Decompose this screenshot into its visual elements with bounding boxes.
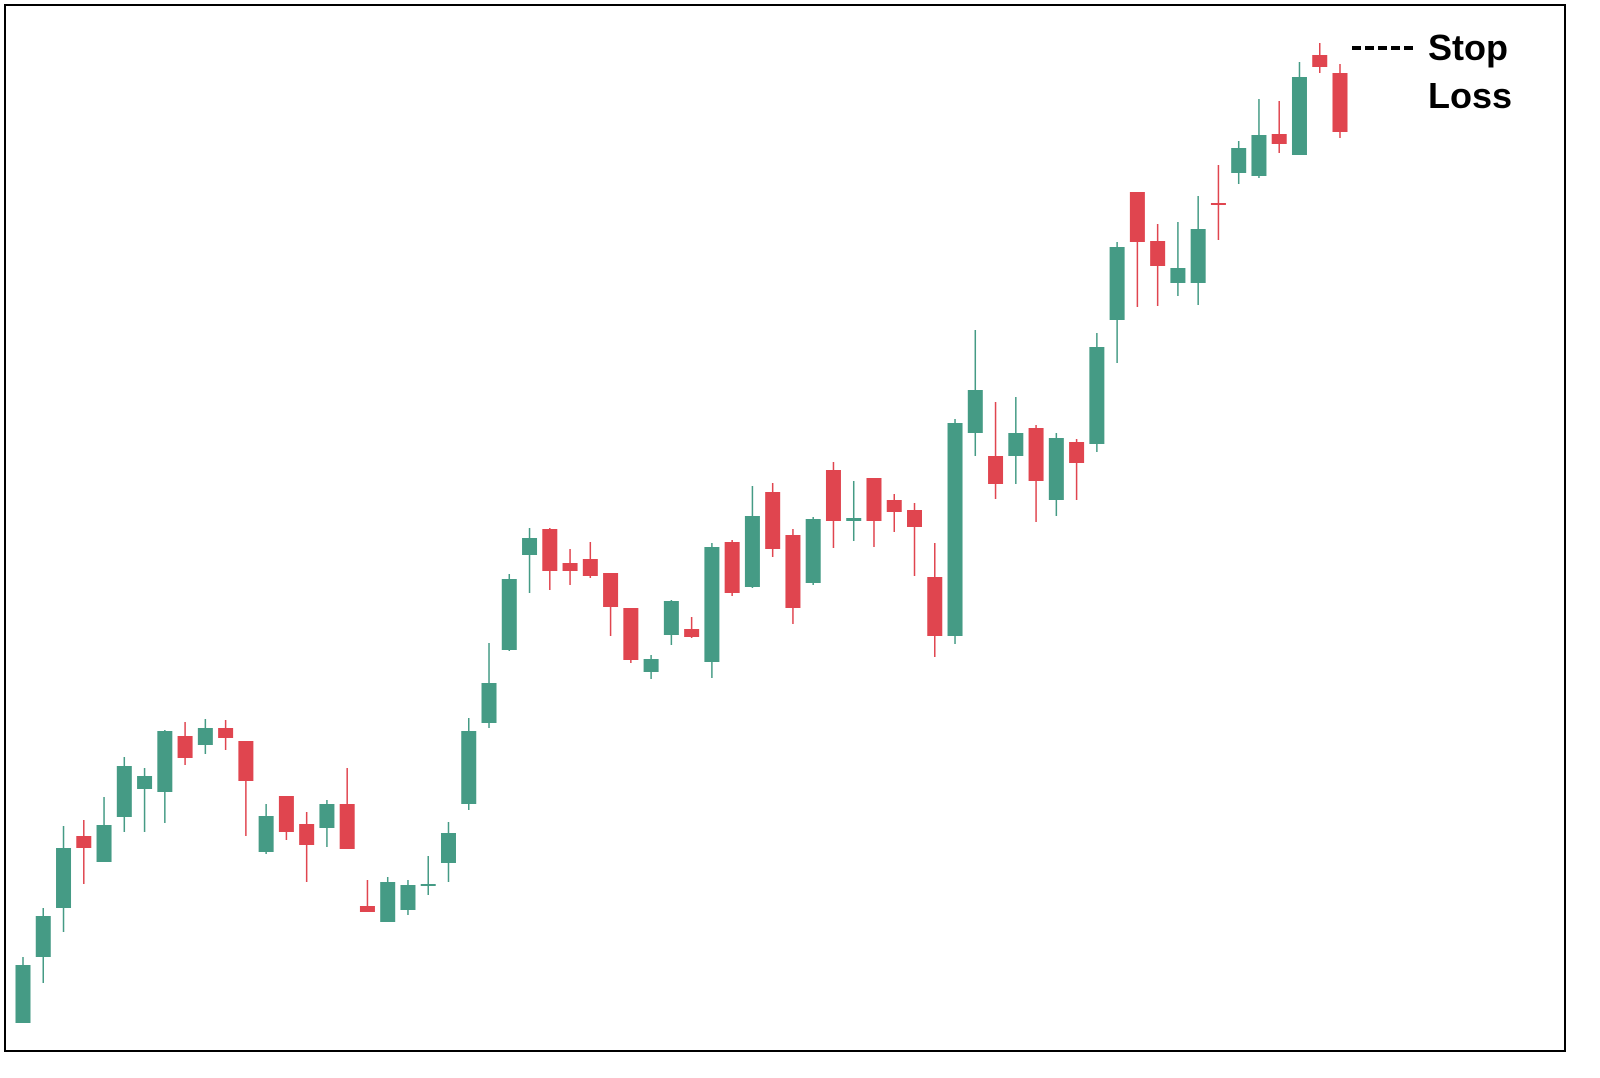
candle-body (96, 825, 112, 862)
candle-body (1028, 428, 1044, 481)
candle-body (603, 573, 619, 607)
candle-body (177, 736, 193, 758)
candle-body (1312, 55, 1328, 67)
candle-body (1129, 192, 1145, 242)
candle-body (643, 659, 659, 672)
candle-body (1089, 347, 1105, 444)
candle-body (319, 804, 335, 828)
candle-body (35, 916, 51, 957)
candle-body (116, 766, 132, 817)
candle-body (359, 906, 375, 912)
candle-body (1069, 442, 1085, 463)
candle-body (663, 601, 679, 635)
candle-body (1150, 241, 1166, 266)
candle-body (481, 683, 497, 723)
candle-body (907, 510, 923, 527)
candle-body (440, 833, 456, 863)
candle-body (461, 731, 477, 804)
candle-body (684, 629, 700, 637)
candle-body (1210, 203, 1226, 205)
candle-body (1231, 148, 1247, 173)
candle-body (501, 579, 517, 650)
candle-body (805, 519, 821, 583)
candle-body (339, 804, 355, 849)
candle-body (1251, 135, 1267, 176)
candle-body (380, 882, 396, 922)
candle-body (76, 836, 92, 848)
candle-body (866, 478, 882, 521)
candle-body (1291, 77, 1307, 155)
candle-body (744, 516, 760, 587)
candle-body (1190, 229, 1206, 283)
candle-body (886, 500, 902, 512)
candle-body (1109, 247, 1125, 320)
candle-body (562, 563, 578, 571)
candle-body (542, 529, 558, 571)
candle-body (623, 608, 639, 660)
candle-body (197, 728, 213, 745)
candle-body (15, 965, 31, 1023)
candle-body (278, 796, 294, 832)
candle-body (420, 884, 436, 886)
candle-body (522, 538, 538, 555)
candle-body (400, 885, 416, 910)
candle-body (1170, 268, 1186, 283)
candle-body (157, 731, 173, 792)
candle-body (947, 423, 963, 636)
candle-body (56, 848, 72, 908)
candle-body (1271, 134, 1287, 144)
candle-body (825, 470, 841, 521)
candle-body (258, 816, 274, 852)
candle-body (238, 741, 254, 781)
candle-body (1008, 433, 1024, 456)
candle-body (1332, 73, 1348, 132)
candle-body (967, 390, 983, 433)
candle-body (765, 492, 781, 549)
candle-body (1048, 438, 1064, 500)
candle-body (299, 824, 315, 845)
candle-body (137, 776, 153, 789)
candle-body (704, 547, 720, 662)
candle-body (582, 559, 598, 576)
candle-body (927, 577, 943, 636)
candle-body (218, 728, 234, 738)
candle-body (846, 518, 862, 521)
candle-body (988, 456, 1004, 484)
candle-body (785, 535, 801, 608)
candle-body (724, 542, 740, 593)
annotation: Stop Loss (1428, 27, 1513, 116)
chart-frame (4, 4, 1566, 1052)
